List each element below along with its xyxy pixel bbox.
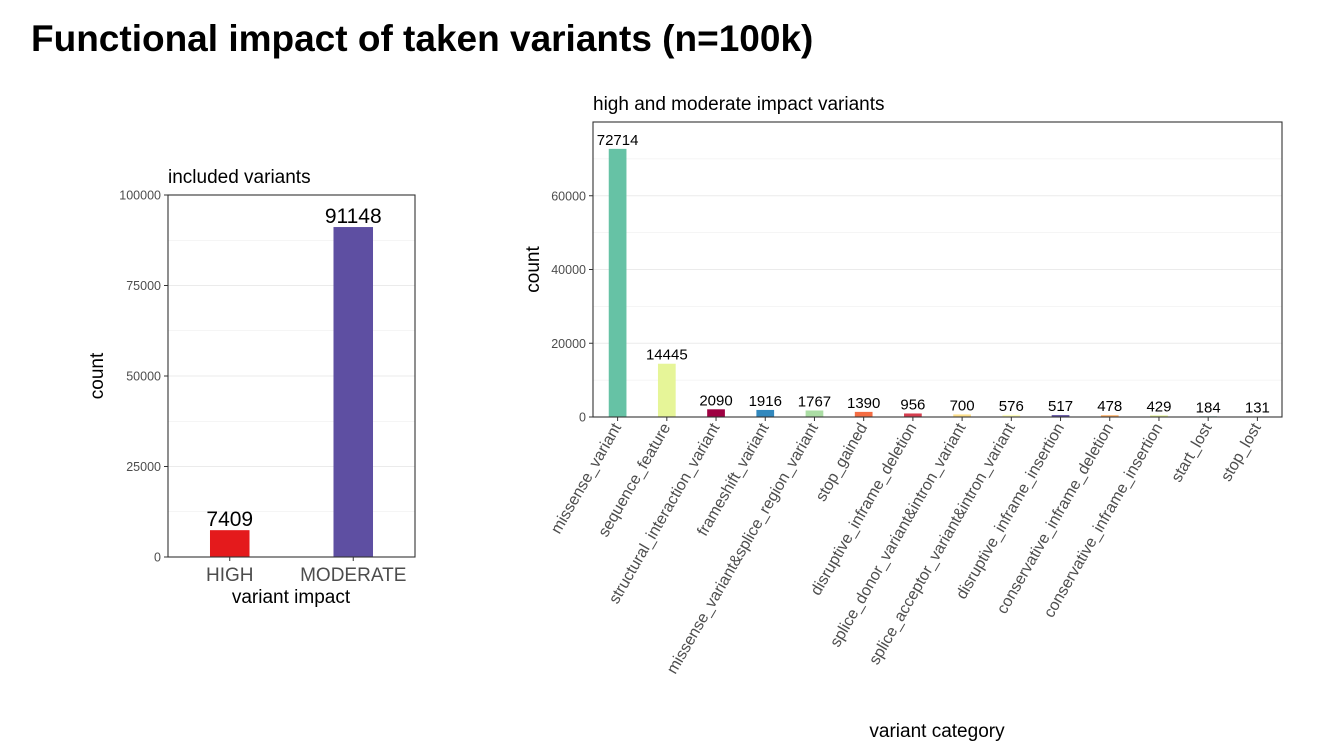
chart-0: 7409 91148 0 25000 50000 75000 100000 HIGH MODER… xyxy=(87,167,416,608)
data-label: 7409 xyxy=(206,508,253,531)
y-tick-label: 0 xyxy=(579,411,586,425)
data-label: 1916 xyxy=(749,393,782,410)
data-label: 576 xyxy=(999,398,1024,415)
bar-structural_interaction_variant xyxy=(707,409,725,417)
y-axis-label: count xyxy=(87,352,108,399)
y-tick-label: 75000 xyxy=(126,279,161,293)
data-label: 72714 xyxy=(597,132,639,149)
chart-title: included variants xyxy=(168,167,311,188)
slide-title: Functional impact of taken variants (n=1… xyxy=(31,18,814,59)
data-label: 184 xyxy=(1196,399,1221,416)
y-tick-label: 60000 xyxy=(551,189,586,203)
x-tick-label: stop_lost xyxy=(1218,420,1265,484)
data-label: 429 xyxy=(1146,398,1171,415)
data-label: 478 xyxy=(1097,398,1122,415)
bar-conservative_inframe_insertion xyxy=(1150,415,1168,417)
bar-HIGH xyxy=(209,530,250,557)
data-label: 1390 xyxy=(847,395,880,412)
bar-conservative_inframe_deletion xyxy=(1100,415,1119,417)
data-label: 700 xyxy=(950,397,975,414)
bar-missense_variant&splice_region_variant xyxy=(805,410,824,417)
x-axis-label: variant impact xyxy=(232,587,351,608)
data-label: 517 xyxy=(1048,398,1073,415)
bar-frameshift_variant xyxy=(756,409,775,417)
bar-stop_gained xyxy=(854,411,873,417)
y-tick-label: 50000 xyxy=(126,370,161,384)
y-tick-label: 0 xyxy=(154,551,161,565)
x-tick-label: MODERATE xyxy=(300,565,406,586)
data-label: 2090 xyxy=(699,392,732,409)
data-label: 131 xyxy=(1245,400,1270,417)
chart-title: high and moderate impact variants xyxy=(593,94,885,115)
x-tick-label: stop_gained xyxy=(813,421,871,505)
bar-disruptive_inframe_insertion xyxy=(1051,415,1070,417)
x-tick-label: start_lost xyxy=(1168,420,1215,485)
bar-disruptive_inframe_deletion xyxy=(904,413,922,417)
x-axis-label: variant category xyxy=(869,721,1005,742)
y-axis-label: count xyxy=(523,246,544,293)
y-tick-label: 40000 xyxy=(551,263,586,277)
bar-splice_donor_variant&intron_variant xyxy=(953,414,971,417)
y-tick-label: 100000 xyxy=(119,189,161,203)
y-tick-label: 20000 xyxy=(551,337,586,351)
data-label: 14445 xyxy=(646,347,688,364)
data-label: 91148 xyxy=(325,205,382,228)
x-tick-label: HIGH xyxy=(206,565,254,586)
bar-missense_variant xyxy=(608,148,627,417)
bar-sequence_feature xyxy=(657,363,676,417)
bar-splice_acceptor_variant&intron_variant xyxy=(1002,414,1021,417)
data-label: 956 xyxy=(900,396,925,413)
y-tick-label: 25000 xyxy=(126,460,161,474)
data-label: 1767 xyxy=(798,393,831,410)
bar-MODERATE xyxy=(333,227,374,557)
chart-1: 72714 14445 2090 1916 1767 1390 956 700 576 517 47… xyxy=(523,94,1283,742)
